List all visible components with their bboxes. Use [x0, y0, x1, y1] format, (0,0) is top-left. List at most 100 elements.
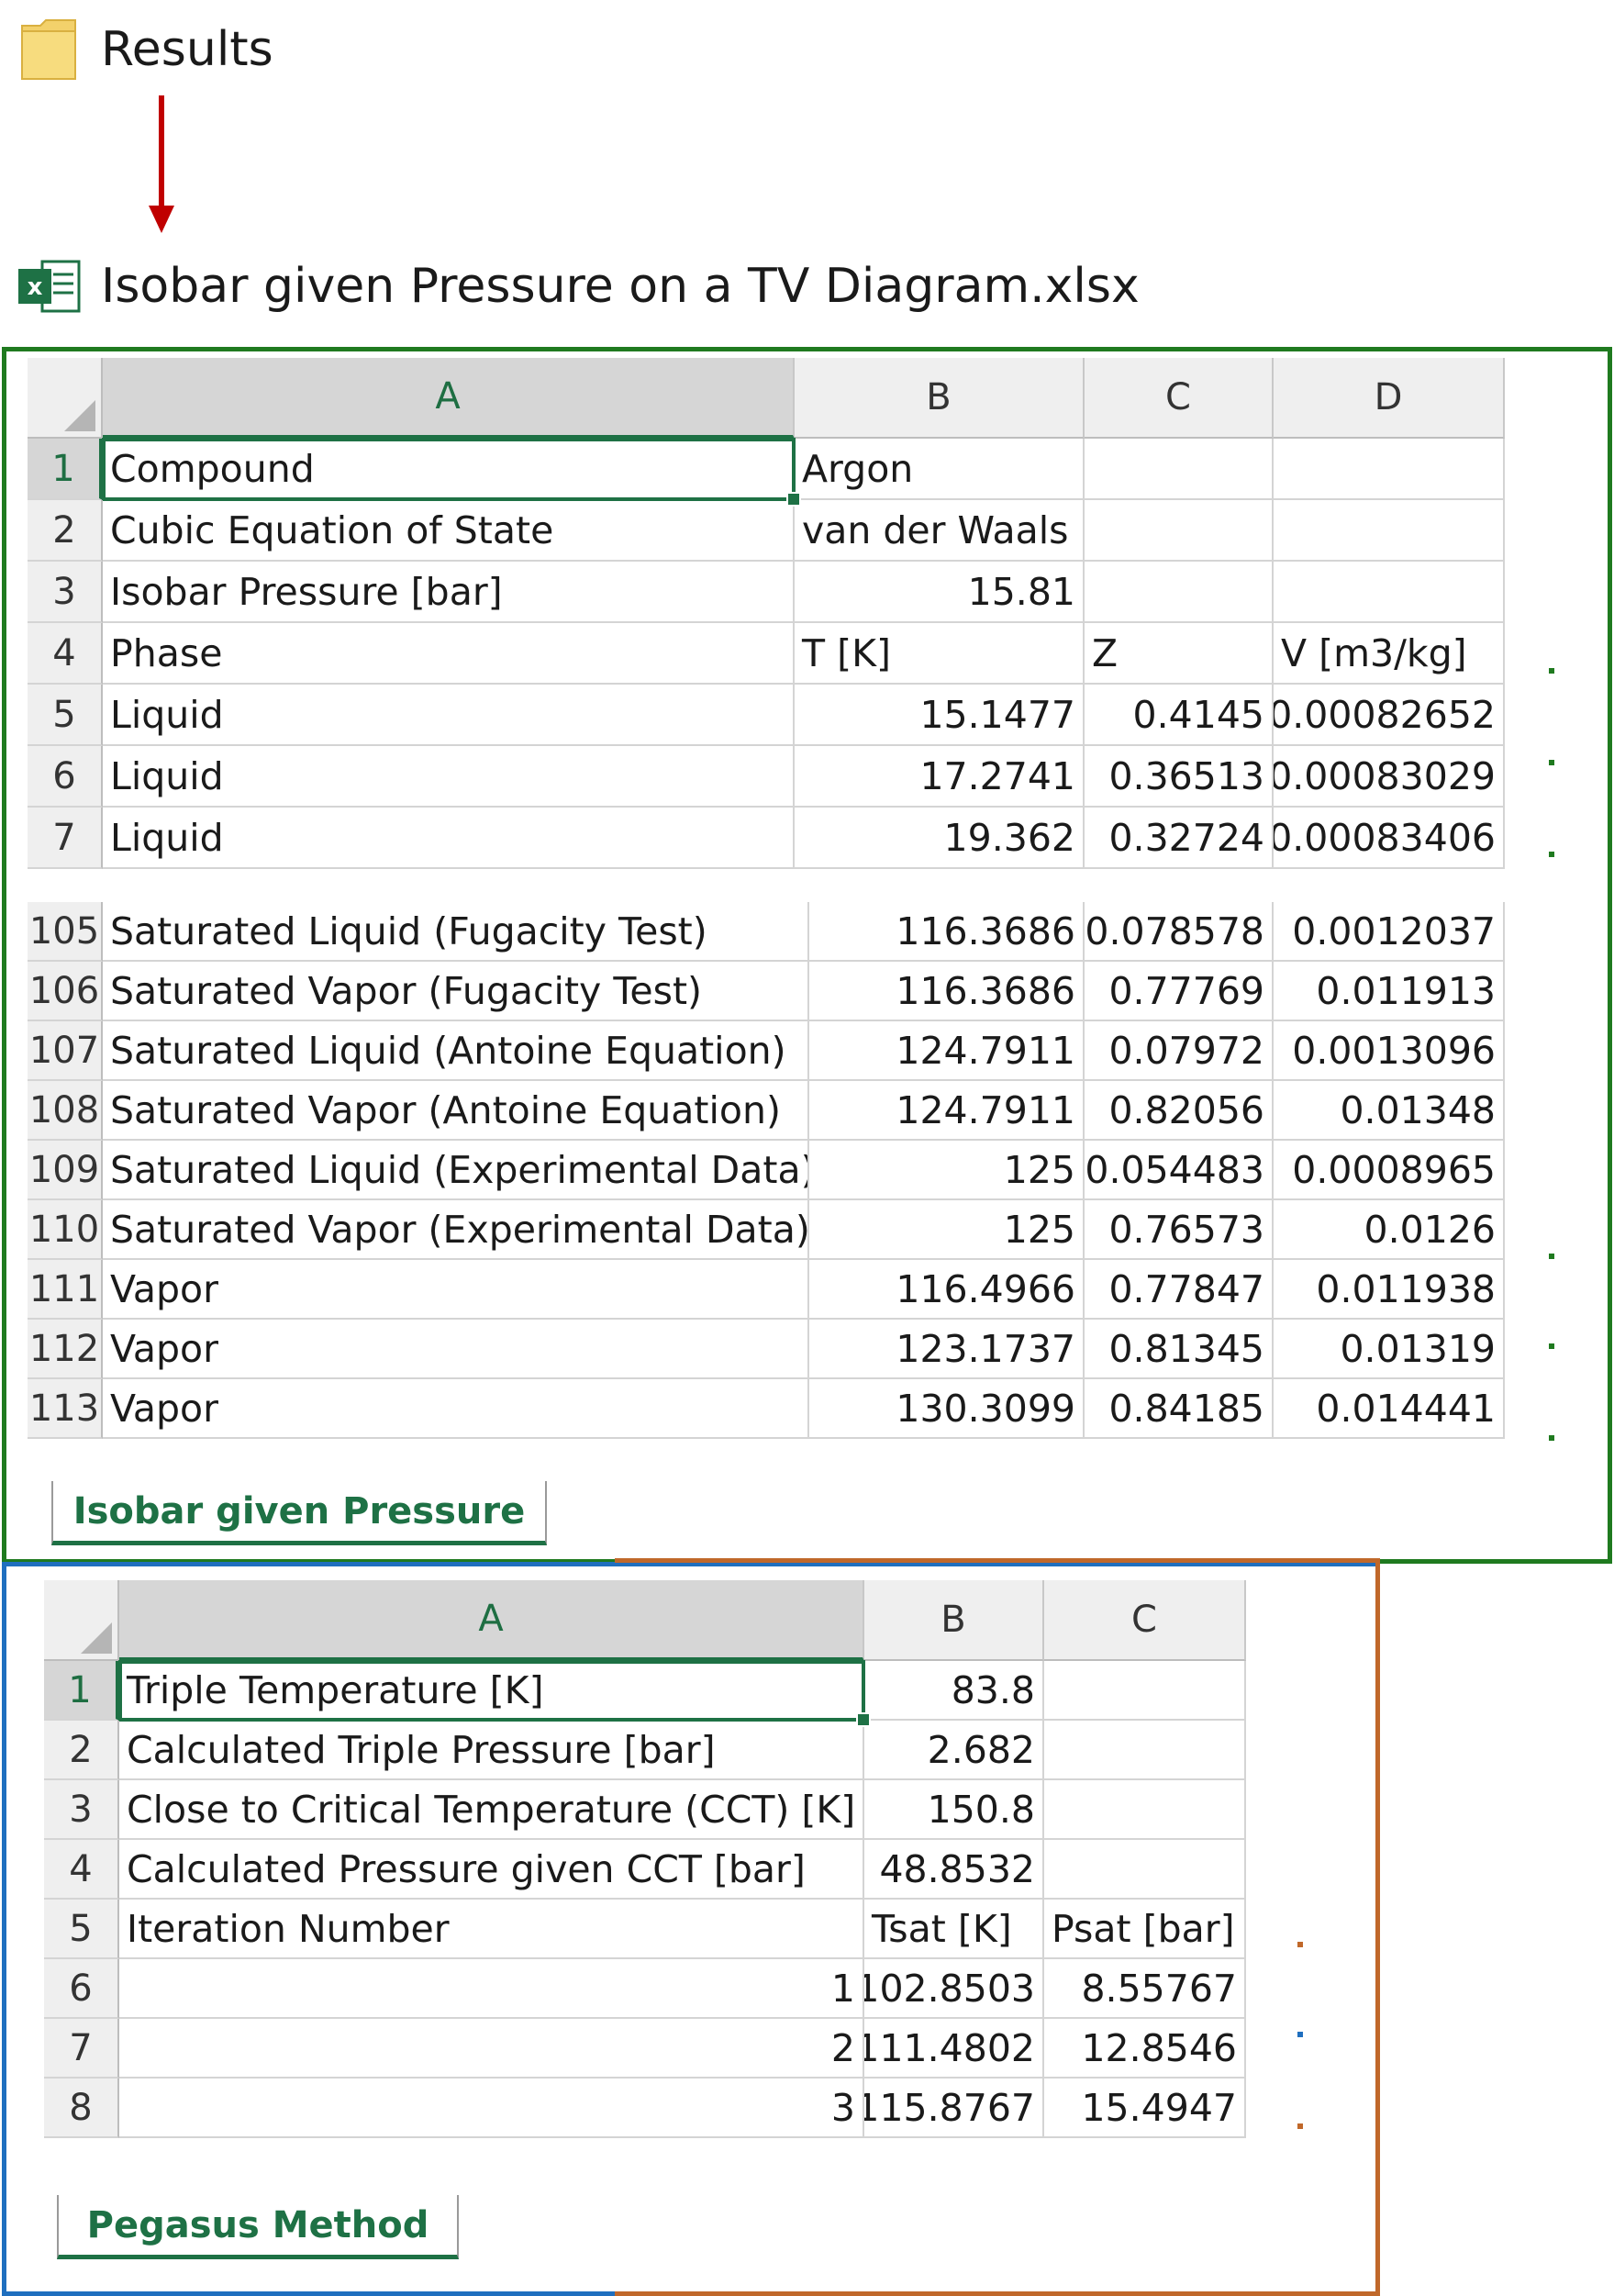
cell-a1[interactable]: Triple Temperature [K] — [118, 1660, 865, 1722]
cell-c1[interactable] — [1044, 1661, 1246, 1721]
column-header-b[interactable]: B — [795, 358, 1085, 439]
cell-b7[interactable]: 111.4802 — [864, 2019, 1044, 2079]
cell-c108[interactable]: 0.82056 — [1085, 1081, 1274, 1141]
cell-c6[interactable]: 8.55767 — [1044, 1959, 1246, 2019]
cell-d6[interactable]: 0.00083029 — [1274, 746, 1505, 808]
row-header-107[interactable]: 107 — [28, 1021, 103, 1081]
cell-d112[interactable]: 0.01319 — [1274, 1320, 1505, 1379]
cell-b105[interactable]: 116.3686 — [809, 902, 1085, 962]
cell-d107[interactable]: 0.0013096 — [1274, 1021, 1505, 1081]
cell-b113[interactable]: 130.3099 — [809, 1379, 1085, 1439]
cell-a7[interactable]: Liquid — [103, 808, 795, 869]
cell-a109[interactable]: Saturated Liquid (Experimental Data) — [103, 1141, 809, 1200]
cell-a5[interactable]: Iteration Number — [119, 1900, 864, 1959]
cell-d7[interactable]: 0.00083406 — [1274, 808, 1505, 869]
sheet-tab-pegasus-method[interactable]: Pegasus Method — [57, 2195, 459, 2259]
cell-a6[interactable]: 1 — [119, 1959, 864, 2019]
cell-a113[interactable]: Vapor — [103, 1379, 809, 1439]
cell-a107[interactable]: Saturated Liquid (Antoine Equation) — [103, 1021, 809, 1081]
cell-c2[interactable] — [1085, 500, 1274, 562]
column-header-a[interactable]: A — [119, 1580, 864, 1661]
fill-handle[interactable] — [856, 1712, 871, 1727]
row-header-5[interactable]: 5 — [44, 1900, 119, 1959]
cell-b4[interactable]: 48.8532 — [864, 1840, 1044, 1900]
row-header-4[interactable]: 4 — [44, 1840, 119, 1900]
column-header-d[interactable]: D — [1274, 358, 1505, 439]
cell-c5[interactable]: 0.4145 — [1085, 685, 1274, 746]
cell-b112[interactable]: 123.1737 — [809, 1320, 1085, 1379]
cell-b3[interactable]: 150.8 — [864, 1780, 1044, 1840]
cell-a3[interactable]: Isobar Pressure [bar] — [103, 562, 795, 623]
cell-c112[interactable]: 0.81345 — [1085, 1320, 1274, 1379]
row-header-3[interactable]: 3 — [28, 562, 103, 623]
column-header-b[interactable]: B — [864, 1580, 1044, 1661]
cell-b5[interactable]: 15.1477 — [795, 685, 1085, 746]
cell-b5[interactable]: Tsat [K] — [864, 1900, 1044, 1959]
select-all-corner[interactable] — [28, 358, 103, 439]
cell-c2[interactable] — [1044, 1721, 1246, 1780]
cell-a110[interactable]: Saturated Vapor (Experimental Data) — [103, 1200, 809, 1260]
cell-b1[interactable]: Argon — [795, 439, 1085, 500]
cell-d108[interactable]: 0.01348 — [1274, 1081, 1505, 1141]
sheet-tab-isobar-given-pressure[interactable]: Isobar given Pressure — [51, 1481, 547, 1545]
row-header-108[interactable]: 108 — [28, 1081, 103, 1141]
cell-b7[interactable]: 19.362 — [795, 808, 1085, 869]
cell-c8[interactable]: 15.4947 — [1044, 2079, 1246, 2138]
cell-b6[interactable]: 17.2741 — [795, 746, 1085, 808]
cell-c107[interactable]: 0.07972 — [1085, 1021, 1274, 1081]
cell-d4[interactable]: V [m3/kg] — [1274, 623, 1505, 685]
cell-d105[interactable]: 0.0012037 — [1274, 902, 1505, 962]
row-header-106[interactable]: 106 — [28, 962, 103, 1021]
cell-d111[interactable]: 0.011938 — [1274, 1260, 1505, 1320]
row-header-7[interactable]: 7 — [44, 2019, 119, 2079]
cell-a6[interactable]: Liquid — [103, 746, 795, 808]
cell-b6[interactable]: 102.8503 — [864, 1959, 1044, 2019]
cell-b106[interactable]: 116.3686 — [809, 962, 1085, 1021]
cell-c4[interactable]: Z — [1085, 623, 1274, 685]
cell-a105[interactable]: Saturated Liquid (Fugacity Test) — [103, 902, 809, 962]
select-all-corner[interactable] — [44, 1580, 119, 1661]
row-header-105[interactable]: 105 — [28, 902, 103, 962]
cell-a112[interactable]: Vapor — [103, 1320, 809, 1379]
cell-a111[interactable]: Vapor — [103, 1260, 809, 1320]
cell-a4[interactable]: Calculated Pressure given CCT [bar] — [119, 1840, 864, 1900]
row-header-109[interactable]: 109 — [28, 1141, 103, 1200]
cell-c109[interactable]: 0.054483 — [1085, 1141, 1274, 1200]
row-header-5[interactable]: 5 — [28, 685, 103, 746]
cell-a1[interactable]: Compound — [102, 438, 796, 501]
row-header-7[interactable]: 7 — [28, 808, 103, 869]
cell-a2[interactable]: Cubic Equation of State — [103, 500, 795, 562]
cell-b111[interactable]: 116.4966 — [809, 1260, 1085, 1320]
row-header-1[interactable]: 1 — [28, 439, 103, 500]
column-header-a[interactable]: A — [103, 358, 795, 439]
cell-c113[interactable]: 0.84185 — [1085, 1379, 1274, 1439]
cell-c3[interactable] — [1044, 1780, 1246, 1840]
cell-c4[interactable] — [1044, 1840, 1246, 1900]
cell-c110[interactable]: 0.76573 — [1085, 1200, 1274, 1260]
column-header-c[interactable]: C — [1085, 358, 1274, 439]
cell-b107[interactable]: 124.7911 — [809, 1021, 1085, 1081]
cell-b1[interactable]: 83.8 — [864, 1661, 1044, 1721]
cell-d113[interactable]: 0.014441 — [1274, 1379, 1505, 1439]
cell-c106[interactable]: 0.77769 — [1085, 962, 1274, 1021]
cell-b4[interactable]: T [K] — [795, 623, 1085, 685]
cell-d3[interactable] — [1274, 562, 1505, 623]
cell-c111[interactable]: 0.77847 — [1085, 1260, 1274, 1320]
fill-handle[interactable] — [786, 492, 801, 507]
cell-a7[interactable]: 2 — [119, 2019, 864, 2079]
row-header-2[interactable]: 2 — [44, 1721, 119, 1780]
cell-d5[interactable]: 0.00082652 — [1274, 685, 1505, 746]
cell-c3[interactable] — [1085, 562, 1274, 623]
column-header-c[interactable]: C — [1044, 1580, 1246, 1661]
row-header-111[interactable]: 111 — [28, 1260, 103, 1320]
cell-c1[interactable] — [1085, 439, 1274, 500]
cell-a106[interactable]: Saturated Vapor (Fugacity Test) — [103, 962, 809, 1021]
cell-a2[interactable]: Calculated Triple Pressure [bar] — [119, 1721, 864, 1780]
row-header-112[interactable]: 112 — [28, 1320, 103, 1379]
row-header-1[interactable]: 1 — [44, 1661, 119, 1721]
row-header-3[interactable]: 3 — [44, 1780, 119, 1840]
row-header-2[interactable]: 2 — [28, 500, 103, 562]
cell-a5[interactable]: Liquid — [103, 685, 795, 746]
cell-b8[interactable]: 115.8767 — [864, 2079, 1044, 2138]
cell-c5[interactable]: Psat [bar] — [1044, 1900, 1246, 1959]
